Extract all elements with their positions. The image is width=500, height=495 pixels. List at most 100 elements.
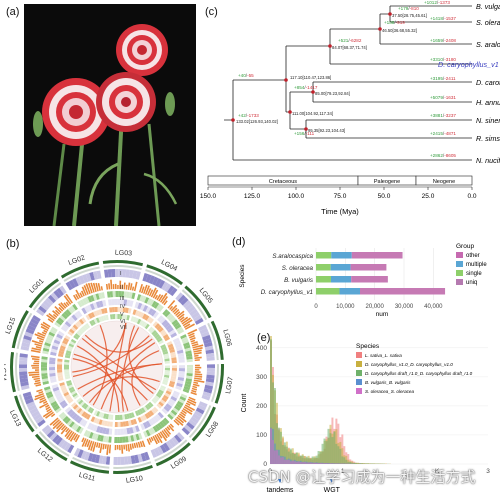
track-v-cell: [74, 322, 81, 328]
track-iv-cell: [50, 348, 58, 353]
gene-density-cell: [82, 274, 89, 283]
track-iv-cell: [57, 397, 65, 404]
gc-content-cell: [84, 297, 90, 304]
gc-content-cell: [166, 312, 173, 320]
track-v-cell: [61, 387, 67, 392]
track-iv-cell: [178, 374, 185, 378]
tick-ring: [18, 394, 38, 430]
gene-density-cell: [27, 324, 36, 332]
repeat-density-bar: [52, 310, 59, 317]
track-iv-cell: [117, 428, 121, 435]
track-iv-cell: [56, 394, 64, 401]
track-vi-cell: [98, 411, 103, 418]
track-v-cell: [64, 335, 71, 341]
track-iv-cell: [49, 367, 56, 371]
track-label: II: [120, 285, 124, 291]
histogram-bar: [315, 462, 318, 464]
track-iv-cell: [69, 316, 76, 323]
gene-density-cell: [173, 434, 182, 443]
node-age-label: 85.00[79.23,92.84]: [315, 91, 350, 96]
legend-swatch: [456, 270, 463, 276]
histogram-bar: [270, 339, 272, 464]
repeat-density-bar: [34, 343, 43, 347]
gene-density-cell: [169, 287, 178, 297]
track-vi-cell: [117, 414, 121, 420]
track-iv-cell: [147, 308, 154, 315]
repeat-density-bar: [69, 432, 77, 442]
track-vi-cell: [76, 331, 82, 337]
track-iv-cell: [170, 332, 178, 338]
gc-content-cell: [44, 388, 52, 394]
repeat-density-bar: [63, 302, 68, 308]
track-iv-cell: [64, 321, 72, 328]
track-vi-cell: [114, 314, 118, 320]
gene-density-cell: [166, 285, 175, 295]
track-v-cell: [57, 353, 64, 358]
tick-ring: [210, 364, 219, 403]
gene-density-cell: [19, 367, 28, 372]
repeat-density-bar: [34, 360, 40, 363]
track-vi-cell: [66, 380, 72, 384]
repeat-density-bar: [65, 430, 73, 440]
track-vi-cell: [132, 316, 137, 323]
track-iv-cell: [108, 428, 113, 435]
track-iv-cell: [49, 369, 56, 374]
repeat-density-bar: [58, 303, 65, 311]
histogram-bar: [337, 446, 340, 464]
gc-content-cell: [171, 319, 179, 326]
track-iv-cell: [51, 384, 59, 389]
repeat-density-bar: [185, 402, 191, 406]
repeat-density-bar: [194, 364, 200, 367]
repeat-density-bar: [45, 406, 51, 411]
histogram-bar: [313, 457, 316, 464]
gc-content-cell: [180, 393, 188, 399]
track-vi-cell: [91, 319, 96, 325]
repeat-density-bar: [133, 442, 137, 449]
tick-ring: [154, 439, 188, 462]
track-v-cell: [72, 324, 79, 330]
gc-content-cell: [120, 291, 125, 298]
gene-density-cell: [32, 314, 41, 323]
gc-content-cell: [131, 292, 136, 300]
repeat-density-bar: [177, 414, 187, 423]
gene-density-cell: [64, 442, 72, 452]
legend-entry: other: [466, 253, 480, 259]
gene-density-cell: [41, 424, 51, 433]
bar-segment-single: [316, 276, 331, 283]
histogram-bar: [361, 463, 364, 464]
track-v-cell: [61, 342, 67, 348]
track-v-cell: [57, 367, 63, 370]
repeat-density-bar: [48, 313, 57, 320]
track-iv-cell: [60, 325, 68, 332]
gene-density-cell: [206, 364, 215, 368]
gc-content-cell: [185, 378, 193, 383]
histogram-bar: [297, 456, 300, 464]
repeat-density-bar: [34, 381, 41, 385]
carnation-photo: [24, 4, 196, 226]
track-v-cell: [60, 384, 66, 389]
track-iv-cell: [142, 305, 149, 312]
gene-density-cell: [203, 338, 212, 345]
gc-content-cell: [177, 328, 185, 335]
x-annotation: WGT: [324, 487, 341, 494]
gc-content-cell: [55, 319, 63, 326]
gene-density-cell: [102, 455, 107, 465]
track-v-cell: [57, 358, 63, 362]
track-vi-cell: [164, 358, 170, 362]
category-label: B. vulgaris: [284, 277, 313, 284]
repeat-density-bar: [95, 442, 99, 448]
track-vi-cell: [139, 408, 144, 415]
repeat-density-bar: [131, 443, 135, 449]
track-iv-cell: [123, 428, 128, 435]
gene-density-cell: [24, 331, 34, 338]
track-vi-cell: [164, 367, 170, 371]
histogram-bar: [321, 443, 324, 464]
track-v-cell: [114, 421, 118, 427]
track-v-cell: [146, 316, 152, 323]
track-vi-cell: [89, 320, 94, 327]
track-v-cell: [154, 323, 161, 329]
repeat-density-bar: [183, 323, 191, 329]
track-v-cell: [166, 341, 173, 346]
gene-density-cell: [181, 427, 190, 436]
gene-density-cell: [89, 272, 95, 281]
